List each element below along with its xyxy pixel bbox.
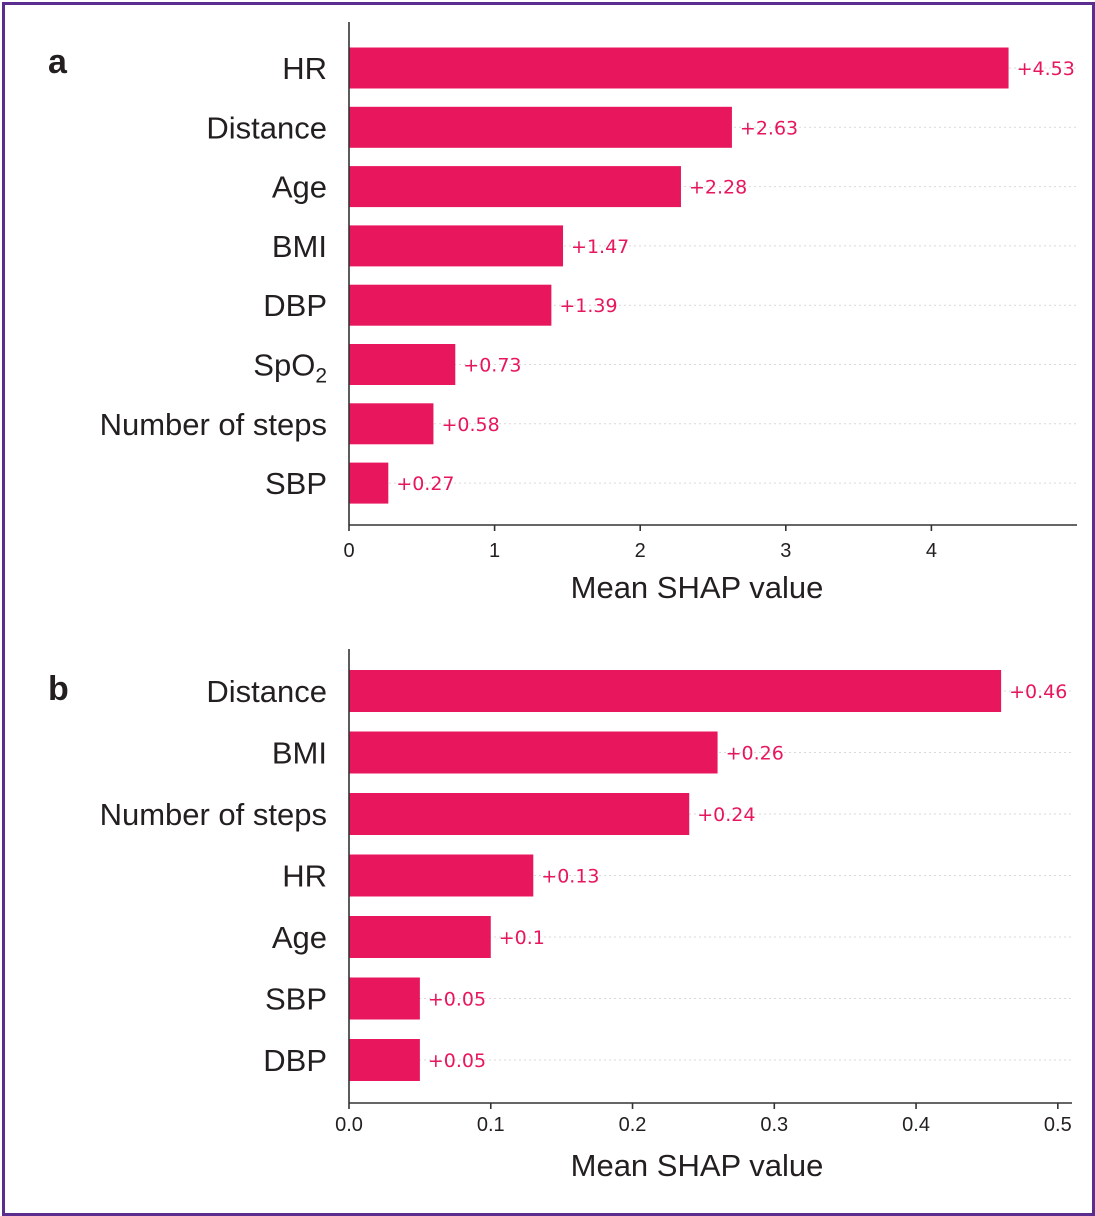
x-tick-label: 0.2 bbox=[619, 1114, 647, 1136]
category-label: SpO2 bbox=[253, 348, 327, 388]
bar bbox=[349, 225, 564, 267]
bar bbox=[349, 284, 552, 326]
data-label: +4.53 bbox=[1017, 58, 1075, 80]
category-label: Number of steps bbox=[100, 407, 327, 442]
bar bbox=[349, 977, 420, 1020]
x-tick-label: 3 bbox=[780, 540, 791, 562]
x-tick-label: 0.1 bbox=[477, 1114, 505, 1136]
category-label: Distance bbox=[206, 110, 327, 145]
bar bbox=[349, 731, 718, 774]
data-label: +2.63 bbox=[740, 117, 798, 139]
data-label: +1.39 bbox=[559, 295, 617, 317]
x-tick-label: 4 bbox=[926, 540, 937, 562]
x-axis-title: Mean SHAP value bbox=[571, 1148, 824, 1183]
data-label: +2.28 bbox=[689, 177, 747, 199]
category-label: Number of steps bbox=[100, 797, 327, 832]
bar bbox=[349, 106, 732, 148]
x-tick-label: 0.4 bbox=[902, 1114, 930, 1136]
data-label: +0.27 bbox=[396, 473, 454, 495]
data-label: +0.73 bbox=[463, 355, 521, 377]
data-label: +0.1 bbox=[499, 927, 545, 949]
bar bbox=[349, 670, 1002, 712]
category-label: HR bbox=[282, 859, 327, 894]
category-label: BMI bbox=[272, 736, 327, 771]
category-label: HR bbox=[282, 51, 327, 86]
bar bbox=[349, 47, 1009, 89]
bar bbox=[349, 1039, 420, 1081]
category-label: DBP bbox=[263, 1043, 327, 1078]
data-label: +1.47 bbox=[571, 236, 629, 258]
category-label: Age bbox=[272, 920, 327, 955]
category-label: SBP bbox=[265, 982, 327, 1017]
data-label: +0.58 bbox=[441, 414, 499, 436]
x-tick-label: 2 bbox=[635, 540, 646, 562]
bar bbox=[349, 344, 456, 385]
data-label: +0.13 bbox=[541, 866, 599, 888]
data-label: +0.46 bbox=[1009, 681, 1067, 703]
x-tick-label: 0.0 bbox=[335, 1114, 363, 1136]
x-axis-title: Mean SHAP value bbox=[571, 570, 824, 605]
bar bbox=[349, 166, 681, 208]
data-label: +0.26 bbox=[726, 743, 784, 765]
category-label: DBP bbox=[263, 288, 327, 323]
data-label: +0.24 bbox=[697, 804, 755, 826]
x-tick-label: 0.5 bbox=[1044, 1114, 1072, 1136]
panel-label: b bbox=[48, 670, 69, 708]
x-tick-label: 0.3 bbox=[760, 1114, 788, 1136]
category-label: BMI bbox=[272, 229, 327, 264]
panel-label: a bbox=[48, 43, 68, 81]
bar bbox=[349, 793, 690, 835]
data-label: +0.05 bbox=[428, 1050, 486, 1072]
category-label: Distance bbox=[206, 674, 327, 709]
bar bbox=[349, 462, 389, 504]
x-tick-label: 0 bbox=[343, 540, 354, 562]
category-label: SBP bbox=[265, 466, 327, 501]
data-label: +0.05 bbox=[428, 989, 486, 1011]
bar bbox=[349, 854, 534, 897]
bar bbox=[349, 403, 434, 445]
bar bbox=[349, 916, 491, 958]
category-label: Age bbox=[272, 170, 327, 205]
x-tick-label: 1 bbox=[489, 540, 500, 562]
